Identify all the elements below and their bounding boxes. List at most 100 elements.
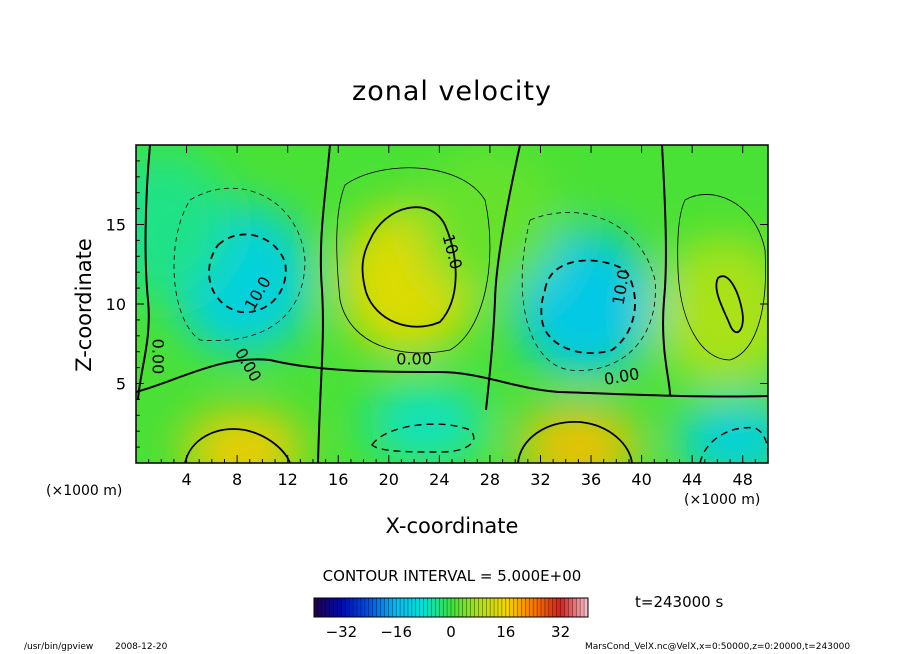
colorbar-swatch — [431, 598, 436, 617]
colorbar-swatch — [548, 598, 554, 617]
x-axis-label: X-coordinate — [385, 514, 519, 538]
colorbar-swatch — [360, 598, 366, 617]
footer-source: MarsCond_VelX.nc@VelX,x=0:50000,z=0:2000… — [585, 642, 851, 652]
colorbar-swatch — [470, 598, 475, 617]
colorbar-swatch — [478, 598, 483, 617]
colorbar-swatch — [462, 598, 467, 617]
field-feature-4 — [183, 410, 304, 463]
axis-ticks — [136, 145, 768, 463]
colorbar-swatch — [482, 598, 487, 617]
colorbar-swatch — [486, 598, 491, 617]
colorbar-swatch — [427, 598, 432, 617]
colorbar-swatch — [396, 598, 401, 617]
colorbar-swatch — [497, 598, 503, 617]
contour-pos-lower-right — [517, 421, 633, 463]
colorbar-swatch — [447, 598, 452, 617]
field-feature-5 — [518, 407, 639, 463]
contour-interval-text: CONTOUR INTERVAL = 5.000E+00 — [322, 567, 582, 585]
x-tick-label: 36 — [581, 470, 601, 489]
colorbar-swatch — [572, 598, 577, 617]
colorbar-swatch — [564, 598, 569, 617]
colorbar-tick-label: 32 — [551, 623, 570, 641]
colorbar-swatch — [380, 598, 385, 617]
y-tick-label: 15 — [106, 216, 126, 235]
colorbar-swatch — [537, 598, 542, 617]
colorbar-tick-label: −16 — [380, 623, 412, 641]
footer-date: 2008-12-20 — [115, 642, 168, 652]
colorbar-swatch — [451, 598, 456, 617]
colorbar-swatch — [544, 598, 550, 617]
colorbar-swatch — [443, 598, 448, 617]
colorbar-swatch — [474, 598, 479, 617]
colorbar-swatch — [400, 598, 405, 617]
contour-pos-center — [361, 206, 457, 328]
contour-zero-right — [661, 145, 671, 396]
x-tick-label: 16 — [328, 470, 348, 489]
contour-zero-left — [137, 145, 151, 401]
colorbar-swatch — [541, 598, 546, 617]
contour-pos-lower-left — [184, 428, 291, 463]
colorbar-swatch — [439, 598, 444, 617]
colorbar-swatch — [411, 598, 417, 617]
colorbar-swatch — [376, 598, 381, 617]
y-tick-label: 5 — [116, 375, 126, 394]
colorbar-swatch — [404, 598, 409, 617]
colorbar-swatch — [317, 598, 323, 617]
field-feature-3 — [653, 236, 768, 387]
colorbar-swatch — [435, 598, 440, 617]
colorbar-swatch — [364, 598, 370, 617]
colorbar-swatch — [384, 598, 389, 617]
colorbar-swatch — [552, 598, 557, 617]
colorbar-tick-label: 16 — [496, 623, 515, 641]
contour-neg-lower-mid — [371, 423, 475, 453]
colorbar-swatch — [580, 598, 585, 617]
contour-neg-right — [540, 259, 636, 355]
y-tick-label: 10 — [106, 295, 126, 314]
colorbar-swatch — [353, 598, 358, 617]
colorbar-swatch — [321, 598, 327, 617]
y-axis-label: Z-coordinate — [72, 238, 96, 372]
colorbar-swatch — [325, 598, 330, 617]
colorbar-swatch — [505, 598, 511, 617]
contour-thin-right — [521, 212, 656, 371]
x-tick-label: 24 — [429, 470, 449, 489]
colorbar-swatch — [509, 598, 514, 617]
colorbar-swatch — [556, 598, 561, 617]
colorbar-swatch — [494, 598, 499, 617]
colorbar-swatch — [454, 598, 460, 617]
colorbar-swatch — [517, 598, 522, 617]
colorbar-swatch — [337, 598, 342, 617]
velocity-field — [136, 145, 768, 463]
colorbar-swatch — [490, 598, 495, 617]
colorbar-swatch — [576, 598, 581, 617]
x-tick-label: 48 — [733, 470, 753, 489]
contour-zero-lower — [136, 358, 768, 398]
colorbar-swatch — [501, 598, 507, 617]
colorbar-swatch — [529, 598, 534, 617]
contour-lines — [136, 145, 768, 463]
colorbar-swatch — [333, 598, 338, 617]
contour-neg-left — [208, 233, 287, 313]
z-unit-label: (×1000 m) — [46, 483, 123, 499]
colorbar-swatch — [521, 598, 526, 617]
colorbar-swatch — [419, 598, 424, 617]
contour-thin-left — [173, 187, 306, 342]
x-tick-label: 12 — [278, 470, 298, 489]
contour-thin-pos-right — [677, 194, 766, 361]
colorbar-swatch — [415, 598, 420, 617]
colorbar-swatch — [314, 598, 319, 617]
x-tick-label: 44 — [682, 470, 702, 489]
colorbar-swatch — [372, 598, 377, 617]
colorbar-tick-label: 0 — [446, 623, 456, 641]
x-tick-label: 4 — [181, 470, 191, 489]
colorbar-swatch — [466, 598, 471, 617]
contour-label-0: 0.00 — [148, 339, 167, 375]
x-tick-label: 32 — [530, 470, 550, 489]
colorbar-swatch — [568, 598, 573, 617]
field-feature-8 — [136, 149, 232, 300]
contour-zero-mid-right — [485, 145, 521, 411]
colorbar-swatch — [513, 598, 518, 617]
colorbar-frame — [313, 597, 589, 618]
